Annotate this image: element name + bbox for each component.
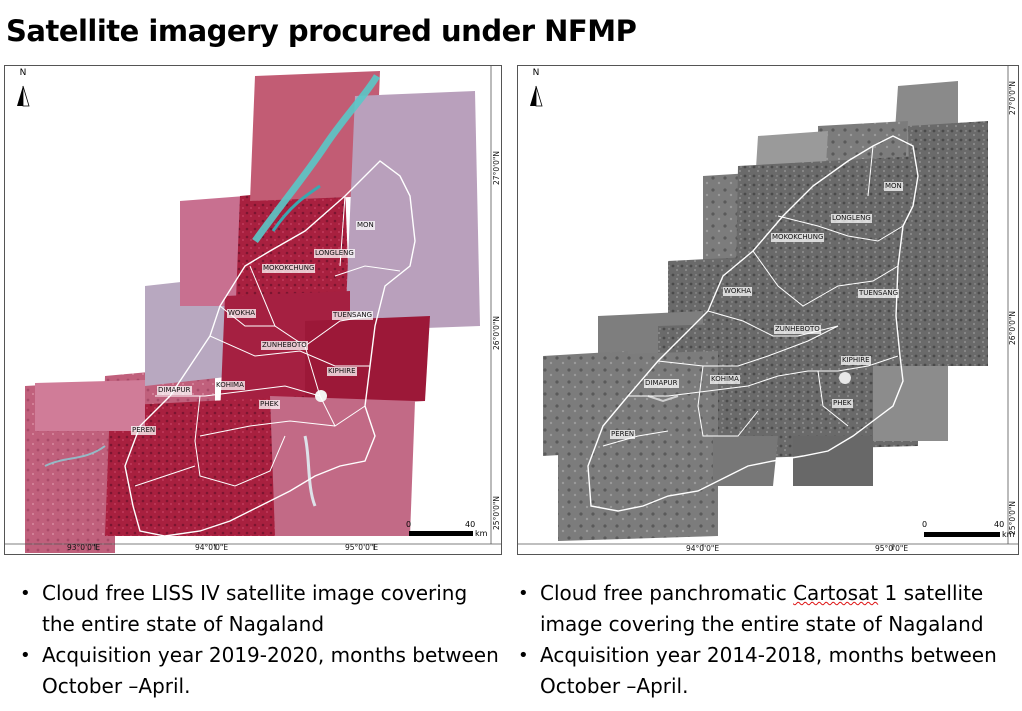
district-label-mokokchung: MOKOKCHUNG [771, 233, 825, 242]
y-tick-label: 26°0'0"N [1008, 311, 1017, 345]
north-arrow-icon [530, 86, 536, 106]
bullet-item: Acquisition year 2019-2020, months betwe… [20, 640, 500, 702]
district-label-tuensang: TUENSANG [858, 289, 900, 298]
district-label-zunheboto: ZUNHEBOTO [261, 341, 308, 350]
district-label-peren: PEREN [610, 430, 636, 439]
cartosat-description: Cloud free panchromatic Cartosat 1 satel… [518, 578, 1018, 702]
scale-zero: 0 [406, 520, 412, 529]
cartosat-imagery [518, 66, 1018, 550]
scale-unit: km [475, 529, 488, 538]
y-tick-label: 27°0'0"N [492, 151, 501, 185]
district-label-kohima: KOHIMA [215, 381, 245, 390]
district-label-peren: PEREN [131, 426, 157, 435]
x-tick-label: 93°0'0"E [67, 543, 101, 552]
y-tick-label: 27°0'0"N [1008, 81, 1017, 115]
scene-tile [35, 380, 145, 431]
river [252, 74, 381, 244]
district-label-kohima: KOHIMA [710, 375, 740, 384]
bullet-item: Cloud free panchromatic Cartosat 1 satel… [518, 578, 1018, 640]
north-label: N [19, 68, 27, 78]
scale-zero: 0 [922, 520, 928, 529]
scene-tile [908, 121, 988, 366]
scene-tile [305, 316, 430, 406]
district-label-mon: MON [356, 221, 375, 230]
scene-tile [713, 436, 778, 486]
district-label-phek: PHEK [259, 400, 280, 409]
y-tick-label: 26°0'0"N [492, 316, 501, 350]
scale-bar [924, 532, 1000, 537]
scale-bar [409, 531, 473, 536]
district-label-phek: PHEK [832, 399, 853, 408]
north-arrow-icon [17, 86, 23, 106]
x-tick-label: 95°0'0"E [345, 543, 379, 552]
scene-tile [873, 366, 948, 441]
district-label-wokha: WOKHA [723, 287, 753, 296]
district-label-mokokchung: MOKOKCHUNG [262, 264, 316, 273]
district-label-mon: MON [884, 182, 903, 191]
scene-tile [345, 91, 480, 331]
scene-tile [180, 196, 245, 306]
y-tick-label: 25°0'0"N [492, 496, 501, 530]
district-label-wokha: WOKHA [227, 309, 257, 318]
x-tick-label: 95°0'0"E [875, 544, 909, 553]
bullet-text: Cloud free panchromatic [540, 581, 794, 605]
bullet-item: Cloud free LISS IV satellite image cover… [20, 578, 500, 640]
bullet-text: 1 satellite image covering the entire st… [540, 581, 984, 636]
scene-tile [793, 436, 873, 486]
state-boundary [124, 160, 416, 537]
scene-tile [105, 396, 310, 536]
liss-iv-imagery [5, 66, 501, 553]
scale-unit: km [1002, 530, 1015, 539]
x-tick-label: 94°0'0"E [195, 543, 229, 552]
liss-iv-map: N 27°0'0"N 26°0'0"N 25°0'0"N 93°0'0"E 94… [4, 65, 502, 555]
district-label-kiphire: KIPHIRE [841, 356, 871, 365]
district-label-tuensang: TUENSANG [332, 311, 374, 320]
bullet-item: Acquisition year 2014-2018, months betwe… [518, 640, 1018, 702]
scene-tile [558, 351, 718, 541]
district-label-longleng: LONGLENG [314, 249, 355, 258]
liss-iv-description: Cloud free LISS IV satellite image cover… [20, 578, 500, 702]
district-label-longleng: LONGLENG [831, 214, 872, 223]
district-label-kiphire: KIPHIRE [327, 367, 357, 376]
scene-tile [250, 71, 380, 201]
district-label-dimapur: DIMAPUR [644, 379, 679, 388]
x-tick-label: 94°0'0"E [686, 544, 720, 553]
scale-max: 40 [465, 520, 476, 529]
page-title: Satellite imagery procured under NFMP [6, 14, 637, 48]
bullet-text-cartosat: Cartosat [793, 581, 879, 605]
scale-max: 40 [994, 520, 1005, 529]
north-label: N [532, 68, 540, 78]
district-label-dimapur: DIMAPUR [157, 386, 192, 395]
cartosat-map: N 27°0'0"N 26°0'0"N 25°0'0"N 94°0'0"E 95… [517, 65, 1019, 555]
scene-tile [235, 186, 350, 326]
district-label-zunheboto: ZUNHEBOTO [774, 325, 821, 334]
